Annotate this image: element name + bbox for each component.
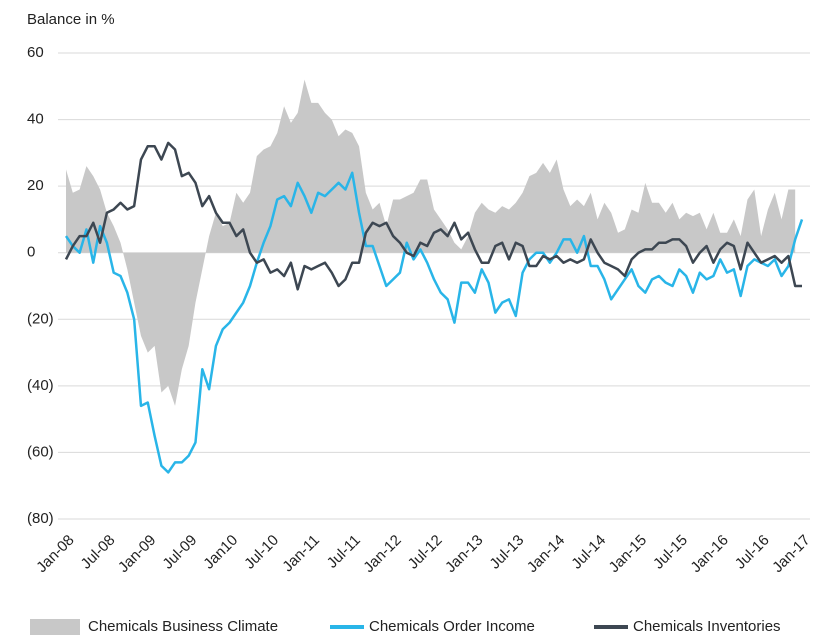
x-tick-label: Jul-11 xyxy=(324,532,364,572)
x-tick-label: Jan-13 xyxy=(442,532,486,576)
x-tick-label: Jan-14 xyxy=(524,532,568,576)
x-tick-label: Jul-13 xyxy=(486,532,527,573)
legend-label: Chemicals Inventories xyxy=(633,618,781,635)
line xyxy=(64,171,804,474)
legend-item: Chemicals Inventories xyxy=(594,618,781,635)
legend-label: Chemicals Order Income xyxy=(369,618,535,635)
y-tick-label: (20) xyxy=(27,310,54,327)
x-tick-label: Jul-10 xyxy=(241,532,282,573)
legend-item: Chemicals Order Income xyxy=(330,618,535,635)
x-tick-label: Jan-11 xyxy=(279,532,323,576)
line xyxy=(64,141,802,291)
y-tick-label: 0 xyxy=(27,244,35,261)
x-tick-label: Jul-12 xyxy=(405,532,446,573)
x-tick-label: Jan-09 xyxy=(115,532,159,576)
x-tick-label: Jan-17 xyxy=(769,532,813,576)
y-tick-label: (60) xyxy=(27,443,54,460)
area xyxy=(66,79,796,406)
y-tick-label: 60 xyxy=(27,44,44,61)
x-tick-label: Jul-14 xyxy=(568,532,609,573)
x-tick-label: Jul-16 xyxy=(732,532,773,573)
x-tick-label: Jan-15 xyxy=(606,532,650,576)
legend-swatch xyxy=(30,619,80,635)
y-tick-label: (40) xyxy=(27,377,54,394)
y-tick-label: 40 xyxy=(27,111,44,128)
x-tick-label: Jan-12 xyxy=(360,532,404,576)
x-tick-label: Jul-09 xyxy=(159,532,200,573)
x-tick-label: Jul-08 xyxy=(78,532,119,573)
y-tick-label: 20 xyxy=(27,177,44,194)
x-tick-label: Jul-15 xyxy=(650,532,691,573)
x-tick-label: Jan10 xyxy=(200,532,241,573)
x-tick-label: Jan-08 xyxy=(33,532,77,576)
legend-label: Chemicals Business Climate xyxy=(88,618,278,635)
x-tick-label: Jan-16 xyxy=(687,532,731,576)
y-axis-label: Balance in % xyxy=(27,11,115,28)
y-tick-label: (80) xyxy=(27,510,54,527)
legend-item: Chemicals Business Climate xyxy=(30,618,278,635)
